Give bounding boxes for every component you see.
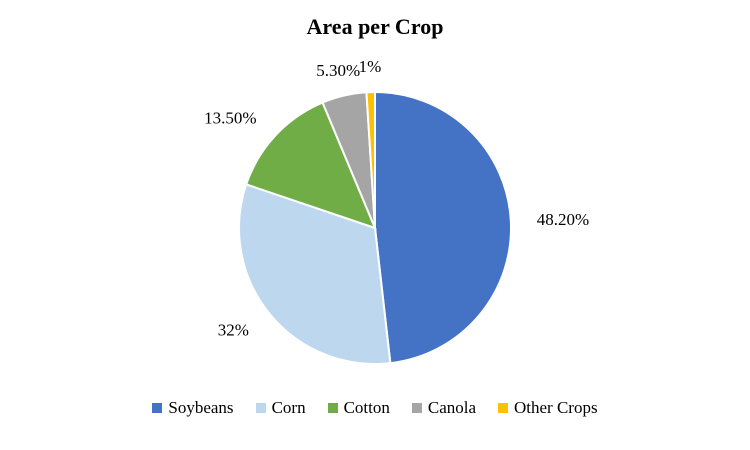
pie-slice-soybeans	[374, 90, 512, 365]
legend-swatch-canola	[411, 403, 422, 413]
data-label-cotton: 13.50%	[204, 108, 256, 127]
legend-item-canola: Canola	[411, 398, 477, 418]
legend-item-corn: Corn	[255, 398, 306, 418]
pie-slice-corn	[238, 183, 392, 365]
legend-label-soybeans: Soybeans	[168, 398, 234, 417]
legend-swatch-soybeans	[152, 403, 163, 413]
legend-swatch-corn	[255, 403, 266, 413]
legend-swatch-cotton	[327, 403, 338, 413]
chart-title: Area per Crop	[306, 14, 444, 39]
chart-legend: Soybeans Corn Cotton Canola Other Crops	[0, 398, 750, 418]
pie-slice-cotton	[244, 101, 377, 230]
pie-slice-other-crops	[365, 90, 376, 229]
data-label-other-crops: 1%	[359, 57, 382, 76]
data-label-canola: 5.30%	[316, 61, 360, 80]
legend-item-cotton: Cotton	[327, 398, 390, 418]
legend-swatch-other-crops	[498, 403, 509, 413]
legend-item-soybeans: Soybeans	[152, 398, 234, 418]
legend-label-cotton: Cotton	[343, 398, 390, 417]
legend-label-canola: Canola	[427, 398, 477, 417]
legend-label-other-crops: Other Crops	[514, 398, 598, 417]
data-label-soybeans: 48.20%	[537, 210, 589, 229]
legend-label-corn: Corn	[271, 398, 306, 417]
data-label-corn: 32%	[218, 321, 249, 340]
legend-item-other-crops: Other Crops	[498, 398, 598, 418]
